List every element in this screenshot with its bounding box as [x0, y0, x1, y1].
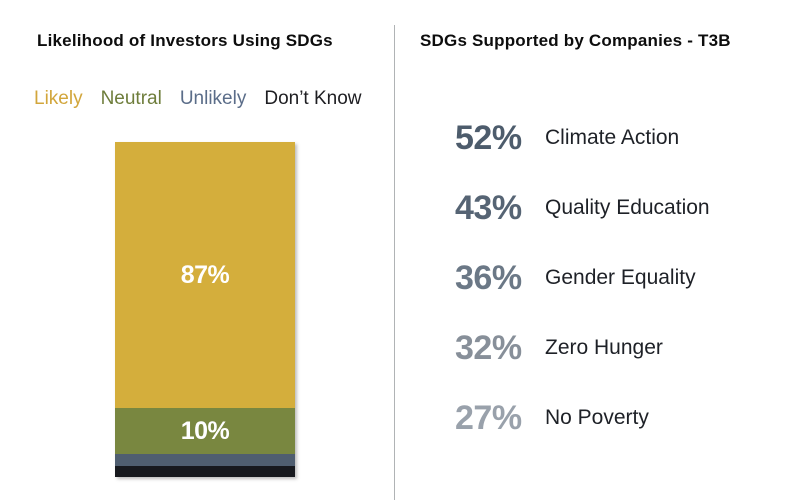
list-item: 32% Zero Hunger	[455, 313, 710, 383]
sdg-percentage: 43%	[455, 188, 522, 227]
sdg-name: Gender Equality	[545, 266, 696, 289]
sdg-percentage: 52%	[455, 118, 522, 157]
list-item: 36% Gender Equality	[455, 243, 710, 313]
sdg-percentage: 27%	[455, 398, 522, 437]
bar-value-label: 87%	[180, 260, 230, 289]
list-item: 52% Climate Action	[455, 103, 710, 173]
bar-segment-dont-know	[115, 466, 295, 477]
legend: Likely Neutral Unlikely Don’t Know	[34, 88, 362, 110]
panel-divider	[394, 25, 395, 500]
sdg-name: No Poverty	[545, 406, 649, 429]
bar-segment-neutral: 10%	[115, 408, 295, 454]
bar-segment-likely: 87%	[115, 142, 295, 408]
right-panel-title: SDGs Supported by Companies - T3B	[420, 31, 731, 50]
sdg-name: Zero Hunger	[545, 336, 663, 359]
legend-item-unlikely: Unlikely	[179, 88, 247, 109]
list-item: 27% No Poverty	[455, 383, 710, 453]
legend-item-neutral: Neutral	[100, 88, 162, 109]
sdg-percentage: 32%	[455, 328, 522, 367]
sdg-percentage: 36%	[455, 258, 522, 297]
sdg-name: Climate Action	[545, 126, 680, 149]
sdg-list: 52% Climate Action 43% Quality Education…	[455, 103, 710, 453]
sdg-name: Quality Education	[545, 196, 710, 219]
stacked-bar: 87% 10%	[115, 142, 295, 477]
bar-segment-unlikely	[115, 454, 295, 466]
left-panel-title: Likelihood of Investors Using SDGs	[37, 31, 333, 50]
list-item: 43% Quality Education	[455, 173, 710, 243]
bar-value-label: 10%	[180, 416, 230, 445]
legend-item-dont-know: Don’t Know	[264, 88, 362, 109]
legend-item-likely: Likely	[34, 88, 83, 109]
